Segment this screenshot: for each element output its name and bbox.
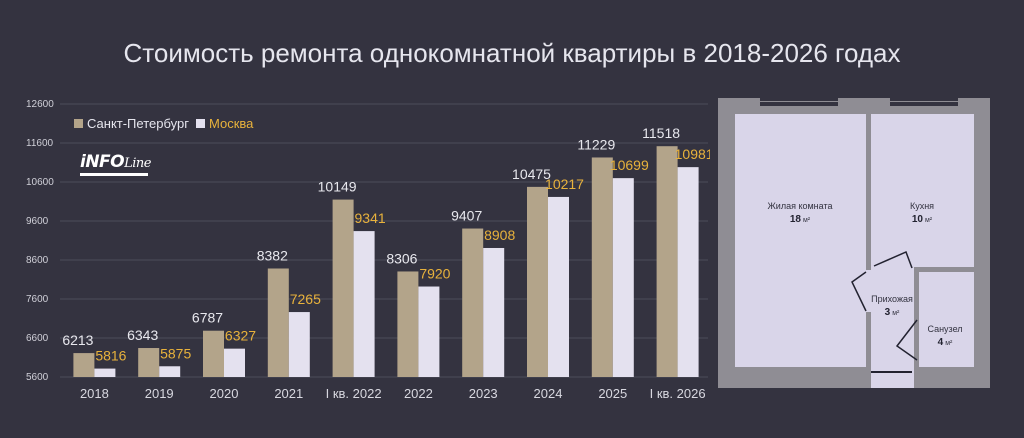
x-tick-label: 2019 <box>145 386 174 401</box>
data-label-spb: 8306 <box>386 250 417 266</box>
infoline-logo: iNFOLine <box>80 152 151 176</box>
bar-chart: 5600 6600 7600 8600 9600 10600 11600 12600 6213… <box>26 99 710 401</box>
chart-title: Стоимость ремонта однокомнатной квартиры… <box>123 38 901 68</box>
data-label-msk: 5875 <box>160 345 191 361</box>
bar-msk <box>94 368 116 377</box>
data-label-spb: 6787 <box>192 310 223 326</box>
bar-spb <box>332 199 354 377</box>
door-kitchen-icon <box>873 250 913 269</box>
bar-msk <box>548 196 569 377</box>
data-label-spb: 6213 <box>62 332 93 348</box>
data-label-msk: 6327 <box>225 328 256 344</box>
data-label-spb: 8382 <box>257 248 288 264</box>
logo-main-text: iNFO <box>80 152 125 172</box>
x-axis: 2018 2019 2020 2021 I кв. 2022 2022 2023 2024 20… <box>80 386 706 401</box>
door-bath-icon <box>895 319 918 361</box>
y-tick-label: 12600 <box>26 99 54 110</box>
bar-spb <box>203 330 224 377</box>
data-label-msk: 5816 <box>95 348 126 364</box>
bar-msk <box>353 231 375 377</box>
y-tick-label: 5600 <box>26 372 49 383</box>
data-label-spb: 11518 <box>642 125 680 141</box>
legend-label-msk: Москва <box>209 116 254 131</box>
x-tick-label: 2024 <box>534 386 563 401</box>
data-label-msk: 7265 <box>290 291 321 307</box>
data-label-msk: 7920 <box>419 266 450 282</box>
bar-msk <box>612 178 634 377</box>
bar-spb <box>656 146 678 377</box>
bar-spb <box>591 157 613 377</box>
room-kitchen-name: Кухня <box>910 201 934 211</box>
bar-spb <box>462 228 484 377</box>
room-kitchen <box>871 114 974 267</box>
x-tick-label: 2020 <box>210 386 239 401</box>
bar-msk <box>418 286 440 377</box>
svg-text:3м²: 3 м² <box>885 307 900 318</box>
data-label-msk: 8908 <box>484 227 515 243</box>
y-tick-label: 11600 <box>26 138 54 149</box>
logo-underline <box>80 173 148 176</box>
y-tick-label: 7600 <box>26 294 49 305</box>
legend: Санкт-Петербург Москва <box>74 116 254 131</box>
room-bath-name: Санузел <box>927 324 962 334</box>
data-label-spb: 9407 <box>451 208 482 224</box>
y-tick-label: 9600 <box>26 216 49 227</box>
x-tick-label: 2018 <box>80 386 109 401</box>
y-tick-label: 10600 <box>26 177 54 188</box>
data-label-spb: 11229 <box>577 136 615 152</box>
x-tick-label: 2022 <box>404 386 433 401</box>
room-hall-entry <box>871 367 914 388</box>
data-label-spb: 10475 <box>512 166 551 182</box>
data-label-msk: 10981 <box>675 146 710 162</box>
x-tick-label: 2021 <box>274 386 303 401</box>
bar-msk <box>483 247 505 377</box>
room-bath <box>919 272 974 367</box>
bar-msk <box>159 366 181 377</box>
bars <box>73 146 699 377</box>
room-hall-name: Прихожая <box>871 294 913 304</box>
legend-swatch-msk <box>196 119 205 128</box>
legend-swatch-spb <box>74 119 83 128</box>
bar-spb <box>527 186 548 377</box>
bar-spb <box>73 353 95 377</box>
y-axis: 5600 6600 7600 8600 9600 10600 11600 12600 <box>26 99 54 383</box>
bar-msk <box>288 312 310 377</box>
logo-script-text: Line <box>124 156 151 171</box>
x-tick-label: I кв. 2022 <box>326 386 382 401</box>
data-label-msk: 10217 <box>545 176 584 192</box>
data-label-spb: 6343 <box>127 327 158 343</box>
data-label-spb: 10149 <box>318 179 357 195</box>
room-hall <box>871 267 914 367</box>
bar-msk <box>677 167 699 377</box>
bar-spb <box>138 348 160 377</box>
x-tick-label: 2023 <box>469 386 498 401</box>
x-tick-label: 2025 <box>598 386 627 401</box>
legend-label-spb: Санкт-Петербург <box>87 116 189 131</box>
room-living <box>735 114 866 367</box>
y-tick-label: 8600 <box>26 255 49 266</box>
x-tick-label: I кв. 2026 <box>650 386 706 401</box>
bar-spb <box>267 268 289 377</box>
bar-spb <box>397 271 419 377</box>
door-living-icon <box>851 271 867 312</box>
room-living-name: Жилая комната <box>767 201 832 211</box>
data-label-msk: 9341 <box>355 210 386 226</box>
bar-msk <box>224 348 245 377</box>
y-tick-label: 6600 <box>26 333 49 344</box>
svg-text:4м²: 4 м² <box>938 337 953 348</box>
data-label-msk: 10699 <box>610 157 649 173</box>
